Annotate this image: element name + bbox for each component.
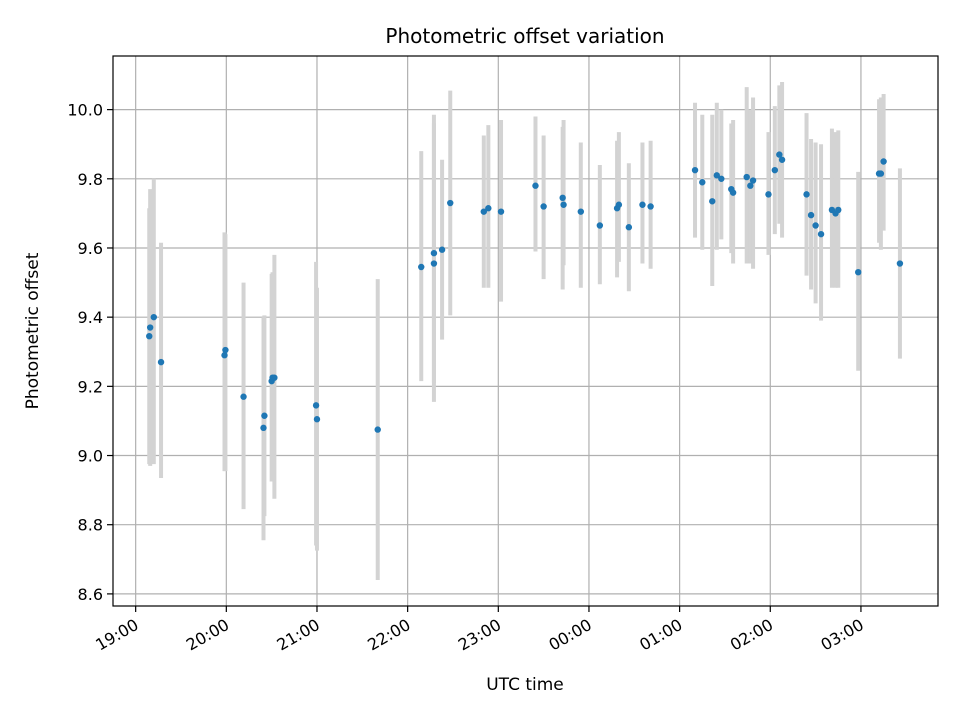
data-point — [713, 172, 720, 179]
y-axis: 8.6 8.8 9.0 9.2 9.4 9.6 9.8 10.0 — [67, 101, 113, 604]
data-point — [718, 175, 725, 182]
data-point — [896, 260, 904, 267]
data-points — [146, 151, 904, 433]
y-tick-label: 8.6 — [78, 585, 103, 604]
data-point — [312, 402, 320, 409]
plot-frame — [112, 55, 939, 607]
data-point — [222, 346, 229, 354]
y-axis-label: Photometric offset — [23, 252, 43, 409]
data-point — [615, 201, 623, 208]
data-point — [240, 393, 247, 400]
data-point — [778, 156, 786, 163]
y-tick-label: 8.8 — [78, 516, 103, 535]
data-point — [261, 412, 268, 419]
data-point — [817, 230, 825, 238]
data-point — [438, 246, 446, 253]
data-point — [743, 173, 750, 181]
data-point — [497, 208, 505, 215]
y-tick-label: 10.0 — [67, 101, 103, 120]
data-point — [577, 208, 585, 215]
data-point — [639, 201, 646, 208]
data-point — [709, 198, 716, 205]
y-tick-label: 9.8 — [78, 170, 103, 189]
data-point — [771, 166, 779, 174]
data-point — [485, 205, 492, 212]
data-point — [776, 151, 783, 158]
data-point — [807, 211, 815, 219]
data-point — [221, 352, 228, 359]
data-point — [430, 249, 438, 257]
y-tick-label: 9.2 — [78, 377, 103, 396]
data-point — [260, 424, 267, 432]
grid — [113, 56, 938, 606]
data-point — [803, 191, 810, 198]
data-point — [596, 222, 604, 229]
data-point — [691, 166, 699, 174]
data-point — [647, 203, 654, 210]
data-point — [625, 224, 633, 231]
data-point — [447, 199, 454, 207]
data-point — [374, 426, 381, 433]
data-point — [146, 332, 153, 340]
data-point — [729, 189, 737, 196]
data-point — [855, 268, 862, 276]
data-point — [699, 179, 706, 186]
data-point — [880, 158, 887, 165]
chart-title: Photometric offset variation — [385, 24, 664, 48]
data-point — [480, 208, 487, 215]
data-point — [749, 177, 757, 184]
y-tick-label: 9.4 — [78, 308, 103, 327]
data-point — [269, 374, 276, 381]
data-point — [540, 203, 547, 210]
data-point — [560, 201, 567, 208]
x-axis-label: UTC time — [486, 675, 564, 695]
data-point — [765, 191, 772, 198]
y-tick-label: 9.0 — [78, 447, 103, 466]
y-tick-label: 9.6 — [78, 239, 103, 258]
data-point — [812, 222, 819, 229]
data-point — [532, 182, 539, 189]
data-point — [559, 194, 566, 202]
data-point — [430, 260, 438, 267]
data-point — [835, 206, 842, 214]
data-point — [313, 416, 321, 423]
data-point — [877, 170, 885, 177]
data-point — [150, 313, 157, 321]
data-point — [747, 182, 754, 189]
data-point — [146, 324, 154, 331]
data-point — [157, 358, 165, 366]
data-point — [418, 263, 425, 271]
